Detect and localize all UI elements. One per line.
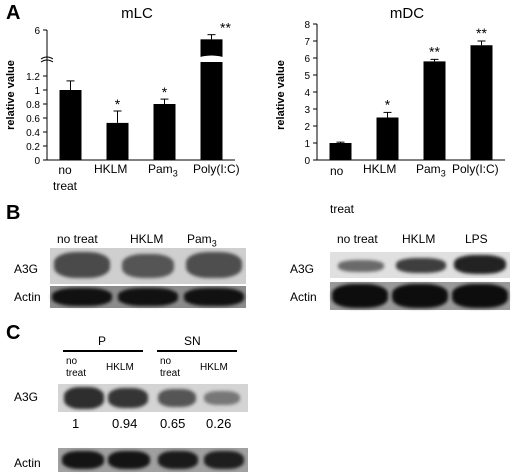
- mdc-y-tick-label: 3: [304, 105, 310, 116]
- blot-c-quant-4: 0.26: [206, 416, 232, 431]
- mlc-xlabel-polyic: Poly(I:C): [193, 162, 240, 176]
- chart-mdc-title: mDC: [390, 5, 424, 22]
- mdc-xlabel-hklm: HKLM: [363, 162, 397, 176]
- mlc-xlabel-hklm: HKLM: [94, 162, 128, 176]
- mlc-significance-mark: *: [115, 96, 121, 112]
- blot-c-a3g-strip: [58, 384, 248, 412]
- mlc-y-tick-label: 0: [34, 156, 40, 167]
- chart-mlc-title: mLC: [121, 5, 153, 22]
- mdc-y-tick-label: 5: [304, 71, 310, 82]
- mlc-significance-mark: **: [220, 20, 231, 36]
- mlc-y-tick-label: 1: [34, 86, 40, 97]
- blot-c-actin-strip: [58, 448, 248, 472]
- blot-c-row-a3g: A3G: [14, 390, 39, 404]
- panel-letter-c: C: [6, 322, 21, 344]
- mdc-xlabel-no-treat: no treat: [330, 164, 355, 216]
- mlc-y-tick-label: 6: [34, 26, 40, 37]
- mlc-significance-mark: *: [162, 84, 168, 100]
- blot-b-right-a3g-strip: [330, 252, 510, 278]
- mlc-bar: [200, 62, 223, 160]
- mlc-bar: [106, 122, 129, 160]
- mdc-xlabel-pam3: Pam3: [416, 162, 446, 179]
- mlc-axis-break-mark: [40, 59, 54, 63]
- mlc-bar-break: [194, 55, 229, 62]
- mdc-bar: [470, 45, 493, 160]
- blot-c-lane-3: no treat: [160, 356, 181, 379]
- blot-c-quant-2: 0.94: [112, 416, 138, 431]
- mdc-y-tick-label: 6: [304, 54, 310, 65]
- mlc-y-tick-label: 0.8: [26, 100, 40, 111]
- chart-mlc-ylabel: relative value: [5, 60, 17, 130]
- blot-c-group-p: P: [98, 334, 107, 348]
- chart-mdc-ylabel: relative value: [275, 60, 287, 130]
- mlc-xlabel-no-treat: no treat: [52, 163, 77, 193]
- mdc-significance-mark: **: [476, 25, 487, 41]
- blot-b-right-actin-strip: [330, 282, 510, 310]
- mlc-y-tick-label: 0.2: [26, 142, 40, 153]
- blot-c-row-actin: Actin: [14, 456, 41, 470]
- chart-mlc: mLC relative value 00.20.40.60.811.26***…: [5, 5, 235, 167]
- mdc-bar: [329, 143, 352, 160]
- mdc-y-tick-label: 7: [304, 37, 310, 48]
- blot-b-right-lane-2: HKLM: [402, 232, 436, 246]
- mlc-y-tick-label: 0.4: [26, 128, 40, 139]
- blot-b-left-a3g-strip: [50, 248, 246, 284]
- mlc-y-tick-label: 1.2: [26, 72, 40, 83]
- blot-b-right-lane-1: no treat: [337, 232, 378, 246]
- blot-c-group-sn-line: [157, 350, 237, 352]
- mdc-significance-mark: **: [429, 43, 440, 59]
- mdc-bar: [423, 61, 446, 160]
- mlc-bar: [59, 90, 82, 160]
- blot-b-left-lane-2: HKLM: [130, 232, 164, 246]
- mlc-axis-break-mark: [40, 56, 54, 60]
- mlc-bar: [200, 39, 223, 58]
- blot-b-left-actin-strip: [50, 286, 246, 308]
- blot-c-group-sn: SN: [184, 334, 201, 348]
- mdc-y-tick-label: 0: [304, 156, 310, 167]
- mlc-y-tick-label: 0.6: [26, 114, 40, 125]
- blot-b-right-lane-3: LPS: [465, 232, 488, 246]
- mdc-y-tick-label: 8: [304, 20, 310, 31]
- blot-b-right-row-a3g: A3G: [290, 262, 315, 276]
- blot-c-quant-1: 1: [72, 416, 80, 431]
- mdc-bar: [376, 117, 399, 160]
- blot-b-left-row-actin: Actin: [14, 290, 41, 304]
- blot-b-left-lane-1: no treat: [57, 232, 98, 246]
- mlc-xlabel-pam3: Pam3: [148, 162, 178, 179]
- blot-b-left-row-a3g: A3G: [14, 262, 39, 276]
- mdc-y-tick-label: 1: [304, 139, 310, 150]
- blot-c-lane-4: HKLM: [200, 362, 228, 373]
- blot-b-right-row-actin: Actin: [290, 290, 317, 304]
- blot-c-lane-2: HKLM: [106, 362, 134, 373]
- blot-c-group-p-line: [63, 350, 143, 352]
- mdc-xlabel-polyic: Poly(I:C): [452, 162, 499, 176]
- blot-c-quant-3: 0.65: [160, 416, 186, 431]
- panel-letter-a: A: [6, 2, 21, 24]
- mdc-y-tick-label: 4: [304, 88, 310, 99]
- mlc-bar: [153, 104, 176, 160]
- blot-c-lane-1: no treat: [66, 356, 87, 379]
- panel-letter-b: B: [6, 202, 21, 224]
- mdc-significance-mark: *: [385, 96, 391, 112]
- mdc-y-tick-label: 2: [304, 122, 310, 133]
- blot-b-left-lane-3: Pam3: [187, 232, 217, 249]
